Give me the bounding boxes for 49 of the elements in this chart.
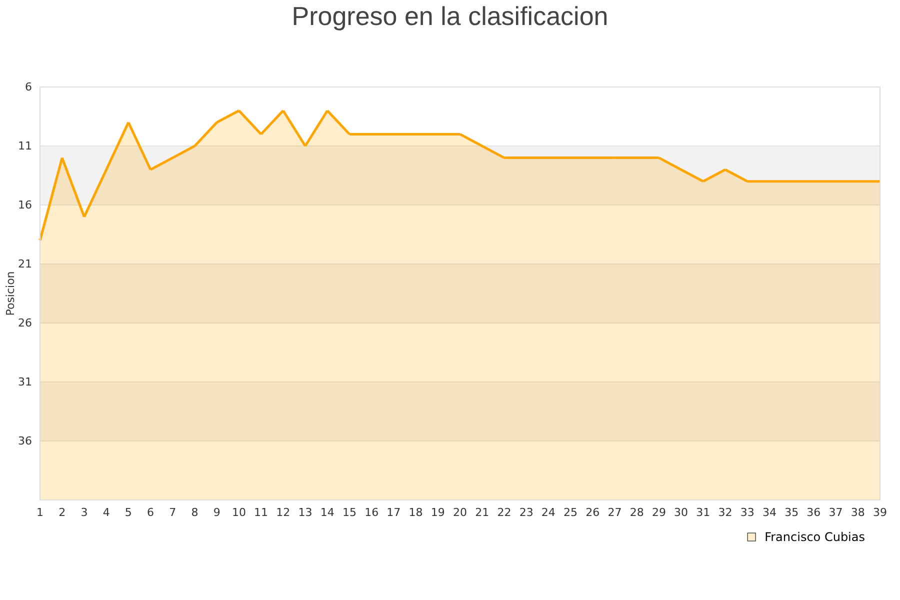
x-tick-label: 6 bbox=[147, 506, 154, 519]
x-tick-label: 21 bbox=[475, 506, 490, 519]
y-tick-label: 36 bbox=[18, 434, 32, 448]
x-tick-label: 11 bbox=[254, 506, 268, 519]
chart-title: Progreso en la clasificacion bbox=[292, 1, 608, 31]
x-tick-label: 34 bbox=[762, 506, 776, 519]
x-tick-label: 14 bbox=[320, 506, 334, 519]
x-tick-label: 13 bbox=[298, 506, 312, 519]
x-tick-label: 24 bbox=[541, 506, 556, 519]
y-tick-label: 16 bbox=[18, 198, 32, 212]
x-tick-label: 23 bbox=[519, 506, 534, 519]
x-tick-label: 38 bbox=[850, 506, 865, 519]
x-tick-label: 1 bbox=[36, 506, 44, 519]
y-tick-label: 11 bbox=[18, 140, 32, 153]
x-tick-label: 32 bbox=[718, 506, 732, 519]
x-tick-label: 30 bbox=[674, 506, 688, 519]
x-tick-label: 31 bbox=[696, 506, 710, 519]
legend-label: Francisco Cubias bbox=[764, 530, 865, 544]
y-tick-label: 31 bbox=[18, 376, 32, 389]
x-tick-label: 18 bbox=[408, 506, 423, 519]
x-tick-label: 15 bbox=[342, 506, 356, 519]
y-tick-label: 26 bbox=[18, 316, 32, 330]
x-tick-label: 29 bbox=[652, 506, 666, 519]
x-tick-label: 7 bbox=[169, 506, 176, 519]
x-tick-label: 9 bbox=[213, 506, 220, 519]
y-axis-title: Posicion bbox=[4, 271, 17, 316]
x-tick-label: 35 bbox=[784, 506, 799, 519]
x-tick-label: 39 bbox=[873, 506, 887, 519]
x-tick-label: 19 bbox=[430, 506, 445, 519]
x-tick-label: 12 bbox=[276, 506, 290, 519]
x-tick-label: 16 bbox=[364, 506, 379, 519]
x-tick-label: 28 bbox=[630, 506, 644, 519]
x-tick-label: 17 bbox=[386, 506, 401, 519]
x-tick-label: 27 bbox=[608, 506, 622, 519]
x-tick-label: 8 bbox=[191, 506, 198, 519]
x-tick-label: 4 bbox=[102, 506, 110, 519]
x-tick-label: 33 bbox=[740, 506, 754, 519]
x-tick-label: 10 bbox=[232, 506, 246, 519]
x-tick-label: 37 bbox=[828, 506, 843, 519]
x-tick-label: 36 bbox=[806, 506, 821, 519]
x-tick-label: 5 bbox=[124, 506, 132, 519]
x-tick-label: 2 bbox=[58, 506, 66, 519]
y-tick-label: 21 bbox=[18, 258, 32, 271]
y-tick-label: 6 bbox=[25, 80, 32, 94]
x-tick-label: 25 bbox=[564, 506, 578, 519]
x-tick-label: 26 bbox=[586, 506, 600, 519]
x-tick-label: 20 bbox=[453, 506, 467, 519]
x-tick-label: 3 bbox=[80, 506, 88, 519]
x-tick-label: 22 bbox=[497, 506, 512, 519]
